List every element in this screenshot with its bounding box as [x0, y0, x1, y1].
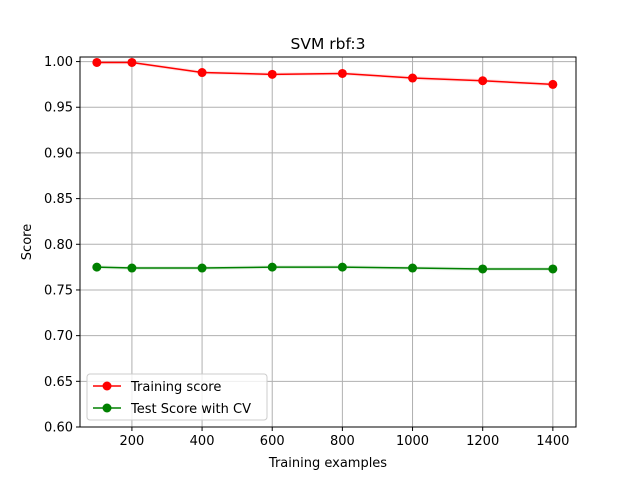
series-layer: [92, 57, 558, 274]
legend-box: [86, 373, 268, 421]
x-tick-label: 1000: [396, 434, 429, 449]
legend-label-training: Training score: [130, 380, 221, 395]
legend-label-test: Test Score with CV: [130, 402, 251, 417]
data-point-0: [478, 76, 488, 86]
data-point-0: [408, 73, 418, 83]
y-tick-label: 0.85: [44, 192, 73, 207]
y-axis-label: Score: [20, 224, 35, 260]
data-point-1: [337, 262, 347, 272]
plot-area-frame: [79, 56, 577, 428]
confidence-band-1: [96, 265, 553, 271]
data-point-1: [92, 262, 102, 272]
y-tick-label: 0.95: [44, 101, 73, 116]
y-axis-ticks: 0.60 0.65 0.70 0.75 0.80 0.85 0.90 0.95 1.00: [44, 55, 80, 436]
data-point-1: [548, 264, 558, 274]
y-tick-label: 0.70: [44, 329, 73, 344]
x-tick-label: 1200: [466, 434, 499, 449]
y-tick-label: 0.60: [44, 421, 73, 436]
data-point-1: [127, 263, 137, 273]
x-axis-label: Training examples: [268, 456, 387, 471]
legend-marker-training: [102, 381, 112, 391]
data-point-1: [478, 264, 488, 274]
data-point-0: [337, 68, 347, 78]
data-point-0: [92, 57, 102, 67]
x-tick-label: 200: [120, 434, 145, 449]
x-tick-label: 600: [260, 434, 285, 449]
series-line-0: [96, 61, 553, 86]
x-axis-ticks: 200 400 600 800 1000 1200 1400: [120, 427, 569, 449]
y-tick-label: 0.75: [44, 283, 73, 298]
legend: Training score Test Score with CV: [86, 373, 268, 421]
x-tick-label: 400: [190, 434, 215, 449]
data-point-0: [267, 69, 277, 79]
y-tick-label: 0.65: [44, 375, 73, 390]
data-point-1: [408, 263, 418, 273]
y-tick-label: 0.80: [44, 238, 73, 253]
data-point-0: [548, 79, 558, 89]
x-tick-label: 1400: [536, 434, 569, 449]
data-point-1: [197, 263, 207, 273]
data-point-1: [267, 262, 277, 272]
y-tick-label: 1.00: [44, 55, 73, 70]
data-point-0: [127, 57, 137, 67]
chart-title: SVM rbf:3: [291, 35, 366, 53]
series-line-1: [96, 266, 553, 270]
x-tick-label: 800: [330, 434, 355, 449]
data-point-0: [197, 68, 207, 78]
y-tick-label: 0.90: [44, 146, 73, 161]
legend-marker-test: [102, 403, 112, 413]
